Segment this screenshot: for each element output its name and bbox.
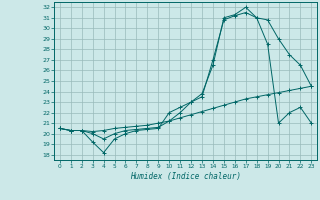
X-axis label: Humidex (Indice chaleur): Humidex (Indice chaleur) <box>130 172 241 181</box>
